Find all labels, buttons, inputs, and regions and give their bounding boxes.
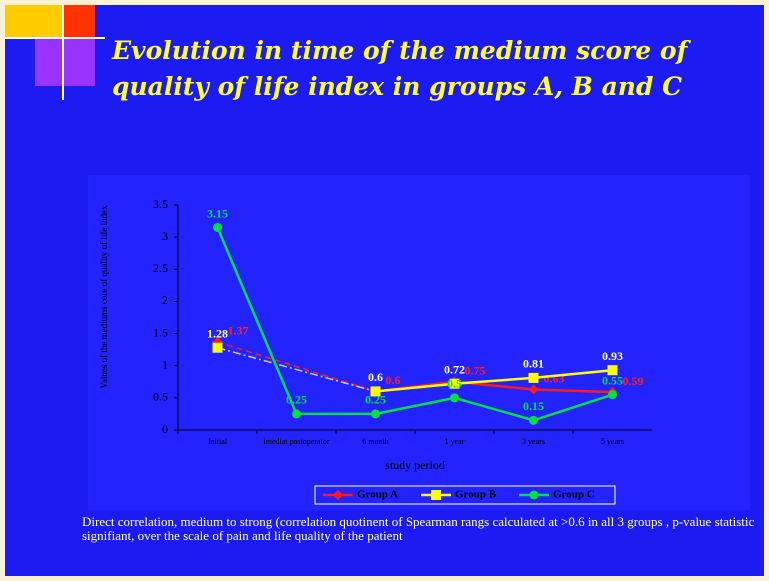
x-axis-title: study period — [385, 458, 445, 472]
x-tick-label: 5 years — [578, 436, 648, 447]
marker — [213, 223, 222, 232]
x-tick-label: Initial — [183, 436, 253, 447]
deco — [5, 5, 63, 38]
y-tick-label: 3 — [162, 229, 168, 243]
y-tick-label: 0.5 — [153, 390, 168, 404]
data-label: 0.93 — [602, 349, 623, 363]
y-tick-label: 3.5 — [153, 197, 168, 211]
marker — [431, 490, 441, 500]
deco — [63, 5, 95, 38]
footer: Direct correlation, medium to strong (co… — [82, 515, 764, 543]
data-label: 0.25 — [286, 393, 307, 407]
data-label: 0.72 — [444, 362, 465, 376]
data-label: 0.81 — [523, 357, 544, 371]
data-label: 0.15 — [523, 399, 544, 413]
marker — [608, 390, 617, 399]
x-tick-label: 3 years — [499, 436, 569, 447]
data-label: 0.59 — [623, 374, 644, 388]
page: {"title": "Evolution in time of the medi… — [0, 0, 769, 581]
marker — [450, 393, 459, 402]
legend-label: Group A — [357, 489, 398, 501]
x-tick-label: 6 month — [341, 436, 411, 447]
data-label: 3.15 — [207, 206, 228, 220]
data-label: 0.5 — [447, 377, 462, 391]
data-label: 1.37 — [228, 324, 249, 338]
marker — [530, 491, 539, 500]
data-label: 0.6 — [386, 373, 401, 387]
deco — [35, 38, 95, 86]
slide: Values of the mediums core of quality of… — [5, 5, 764, 576]
data-label: 0.63 — [544, 371, 565, 385]
legend-label: Group C — [553, 489, 595, 501]
y-axis-title: Values of the mediums core of quality of… — [99, 205, 109, 389]
y-tick-label: 1.5 — [153, 325, 168, 339]
y-tick-label: 2 — [162, 293, 168, 307]
x-tick-label: 1 year — [420, 436, 490, 447]
data-label: 0.75 — [465, 364, 486, 378]
y-tick-label: 1 — [162, 357, 168, 371]
marker — [213, 343, 223, 353]
y-tick-label: 2.5 — [153, 261, 168, 275]
legend-label: Group B — [455, 489, 497, 501]
data-label: 0.25 — [365, 393, 386, 407]
x-tick-label: imediat postoperator — [262, 436, 332, 447]
marker — [529, 373, 539, 383]
data-label: 0.55 — [602, 373, 623, 387]
title: Evolution in time of the medium score of… — [112, 33, 752, 105]
data-label: 0.6 — [368, 370, 383, 384]
marker — [371, 409, 380, 418]
data-label: 1.28 — [207, 326, 228, 340]
marker — [292, 409, 301, 418]
y-tick-label: 0 — [162, 422, 168, 436]
marker — [529, 416, 538, 425]
